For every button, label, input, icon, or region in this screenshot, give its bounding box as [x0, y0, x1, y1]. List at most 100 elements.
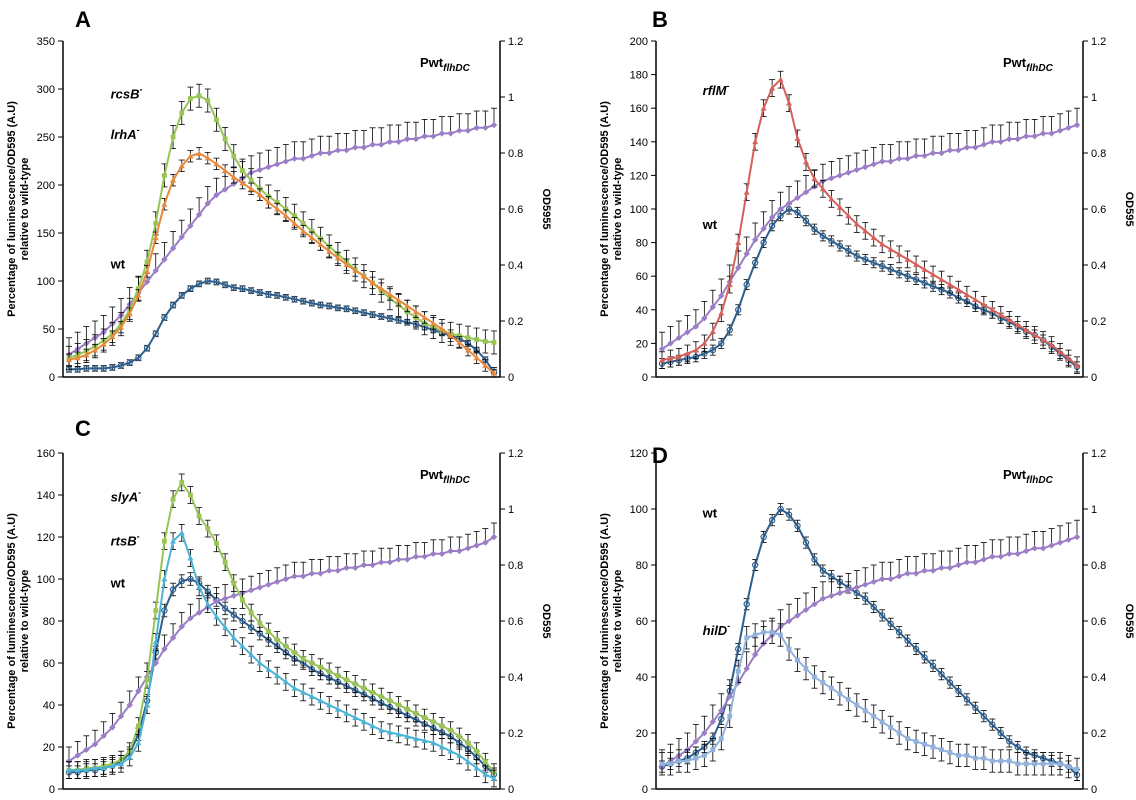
- data-point: [369, 561, 376, 569]
- data-point: [769, 629, 775, 635]
- data-point: [701, 729, 708, 737]
- data-point: [447, 748, 454, 754]
- data-point: [361, 685, 367, 691]
- data-point: [726, 693, 733, 700]
- data-point: [231, 153, 237, 159]
- data-point: [135, 723, 141, 729]
- data-point: [205, 98, 211, 103]
- data-point: [308, 299, 316, 307]
- data-point: [83, 767, 90, 773]
- left-tick-label: 150: [37, 228, 55, 240]
- left-tick-label: 60: [636, 616, 648, 628]
- data-point: [395, 138, 402, 145]
- data-point: [963, 291, 970, 298]
- data-point: [66, 767, 72, 773]
- data-point: [170, 177, 177, 183]
- data-point: [352, 714, 359, 720]
- data-point: [387, 698, 393, 704]
- data-point: [473, 765, 480, 771]
- data-point: [692, 323, 700, 330]
- data-point: [845, 697, 851, 702]
- data-point: [299, 573, 307, 580]
- series-rtsb: [66, 524, 497, 788]
- data-point: [214, 117, 219, 123]
- data-point: [735, 306, 742, 313]
- data-point: [1006, 758, 1012, 764]
- data-point: [100, 365, 107, 372]
- data-point: [265, 291, 272, 298]
- data-point: [438, 550, 446, 557]
- data-point: [196, 513, 202, 519]
- series-line: [69, 577, 495, 776]
- promoter-subscript: flhDC: [443, 63, 470, 74]
- data-point: [135, 286, 141, 292]
- data-point: [213, 191, 220, 199]
- data-point: [1014, 550, 1021, 557]
- data-point: [972, 296, 979, 303]
- data-point: [482, 759, 488, 765]
- series-hild: [659, 620, 1080, 781]
- data-point: [837, 691, 843, 697]
- data-point: [274, 637, 280, 643]
- data-point: [213, 613, 220, 620]
- data-point: [404, 135, 411, 143]
- data-point: [760, 239, 767, 246]
- data-point: [751, 236, 759, 243]
- data-point: [929, 283, 937, 290]
- data-point: [395, 317, 402, 324]
- data-point: [819, 185, 826, 192]
- data-point: [735, 239, 742, 245]
- data-point: [205, 526, 211, 531]
- data-point: [853, 252, 860, 260]
- data-point: [256, 166, 264, 173]
- data-point: [760, 533, 767, 541]
- data-point: [735, 645, 742, 653]
- data-point: [828, 592, 835, 599]
- data-point: [828, 685, 834, 691]
- data-point: [395, 731, 402, 737]
- data-point: [135, 292, 142, 298]
- data-point: [213, 278, 220, 286]
- data-point: [299, 297, 307, 305]
- data-point: [667, 340, 674, 347]
- data-point: [178, 292, 185, 299]
- data-point: [955, 687, 962, 695]
- data-point: [386, 729, 393, 735]
- data-point: [921, 279, 928, 287]
- data-point: [326, 567, 333, 574]
- data-point: [760, 105, 767, 111]
- right-tick-label: 0.2: [508, 728, 523, 740]
- promoter-name: Pwt: [420, 55, 444, 70]
- data-point: [334, 706, 341, 712]
- data-point: [292, 213, 297, 219]
- data-point: [117, 713, 125, 720]
- data-point: [109, 724, 116, 731]
- data-point: [1048, 130, 1055, 137]
- data-point: [836, 242, 844, 250]
- data-point: [326, 669, 332, 674]
- data-point: [659, 357, 665, 363]
- left-tick-label: 60: [43, 658, 55, 670]
- data-point: [1022, 133, 1030, 140]
- data-point: [170, 496, 176, 502]
- data-point: [386, 315, 394, 322]
- data-point: [369, 141, 376, 148]
- series-label-name: hilD: [703, 623, 728, 638]
- data-point: [980, 713, 988, 720]
- data-point: [786, 100, 793, 106]
- data-point: [870, 161, 877, 168]
- data-point: [482, 339, 488, 344]
- data-point: [378, 313, 385, 320]
- data-point: [144, 259, 150, 265]
- data-point: [668, 761, 673, 767]
- data-point: [66, 356, 72, 363]
- right-tick-label: 0.2: [1091, 728, 1106, 740]
- data-point: [256, 191, 263, 197]
- data-point: [853, 166, 860, 173]
- data-point: [675, 353, 682, 360]
- data-point: [178, 529, 185, 536]
- data-point: [118, 324, 125, 330]
- left-tick-label: 120: [37, 532, 55, 544]
- data-point: [100, 341, 107, 347]
- left-tick-label: 100: [37, 276, 55, 288]
